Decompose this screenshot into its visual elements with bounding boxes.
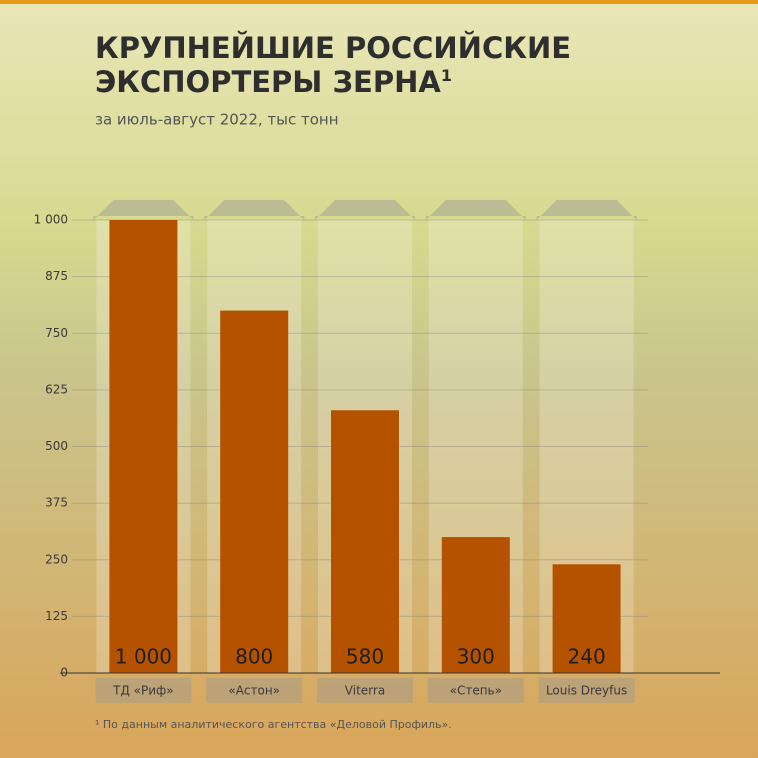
x-tick-label: «Астон» xyxy=(228,684,280,698)
subtitle: за июль-август 2022, тыс тонн xyxy=(95,111,339,129)
column-roof xyxy=(425,200,526,220)
column-roof xyxy=(93,200,194,220)
y-tick-label: 750 xyxy=(45,326,68,340)
bar xyxy=(331,410,399,673)
y-tick-label: 1 000 xyxy=(34,213,68,227)
chart-title: КРУПНЕЙШИЕ РОССИЙСКИЕ xyxy=(95,31,571,65)
bar xyxy=(552,564,621,673)
category-box xyxy=(95,678,192,703)
category-box xyxy=(206,678,303,703)
y-tick-label: 250 xyxy=(45,552,68,566)
y-tick-label: 625 xyxy=(45,382,68,396)
column-roof xyxy=(204,200,305,220)
column-roof xyxy=(315,200,415,220)
value-label: 300 xyxy=(457,645,495,669)
title-mark: 1 xyxy=(441,66,452,85)
bar xyxy=(220,310,289,673)
category-box xyxy=(538,678,635,703)
chart-title-line: ЭКСПОРТЕРЫ ЗЕРНА xyxy=(95,65,441,99)
category-box xyxy=(427,678,524,703)
chart-title: ЭКСПОРТЕРЫ ЗЕРНА1 xyxy=(95,65,452,99)
bar xyxy=(441,537,510,673)
value-label: 1 000 xyxy=(115,645,172,669)
x-tick-label: ТД «Риф» xyxy=(112,684,174,698)
y-tick-label: 500 xyxy=(45,439,68,453)
bar xyxy=(109,220,178,673)
y-tick-label: 875 xyxy=(45,269,68,283)
category-box xyxy=(317,678,413,703)
top-strip xyxy=(0,0,758,4)
y-tick-label: 125 xyxy=(45,609,68,623)
x-tick-label: «Степь» xyxy=(450,684,502,698)
footnote: ¹ По данным аналитического агентства «Де… xyxy=(95,718,452,731)
x-tick-label: Louis Dreyfus xyxy=(546,684,627,698)
value-label: 800 xyxy=(235,645,273,669)
value-label: 240 xyxy=(568,645,606,669)
x-tick-label: Viterra xyxy=(345,684,385,698)
y-tick-label: 375 xyxy=(45,496,68,510)
column-roof xyxy=(536,200,637,220)
value-label: 580 xyxy=(346,645,384,669)
